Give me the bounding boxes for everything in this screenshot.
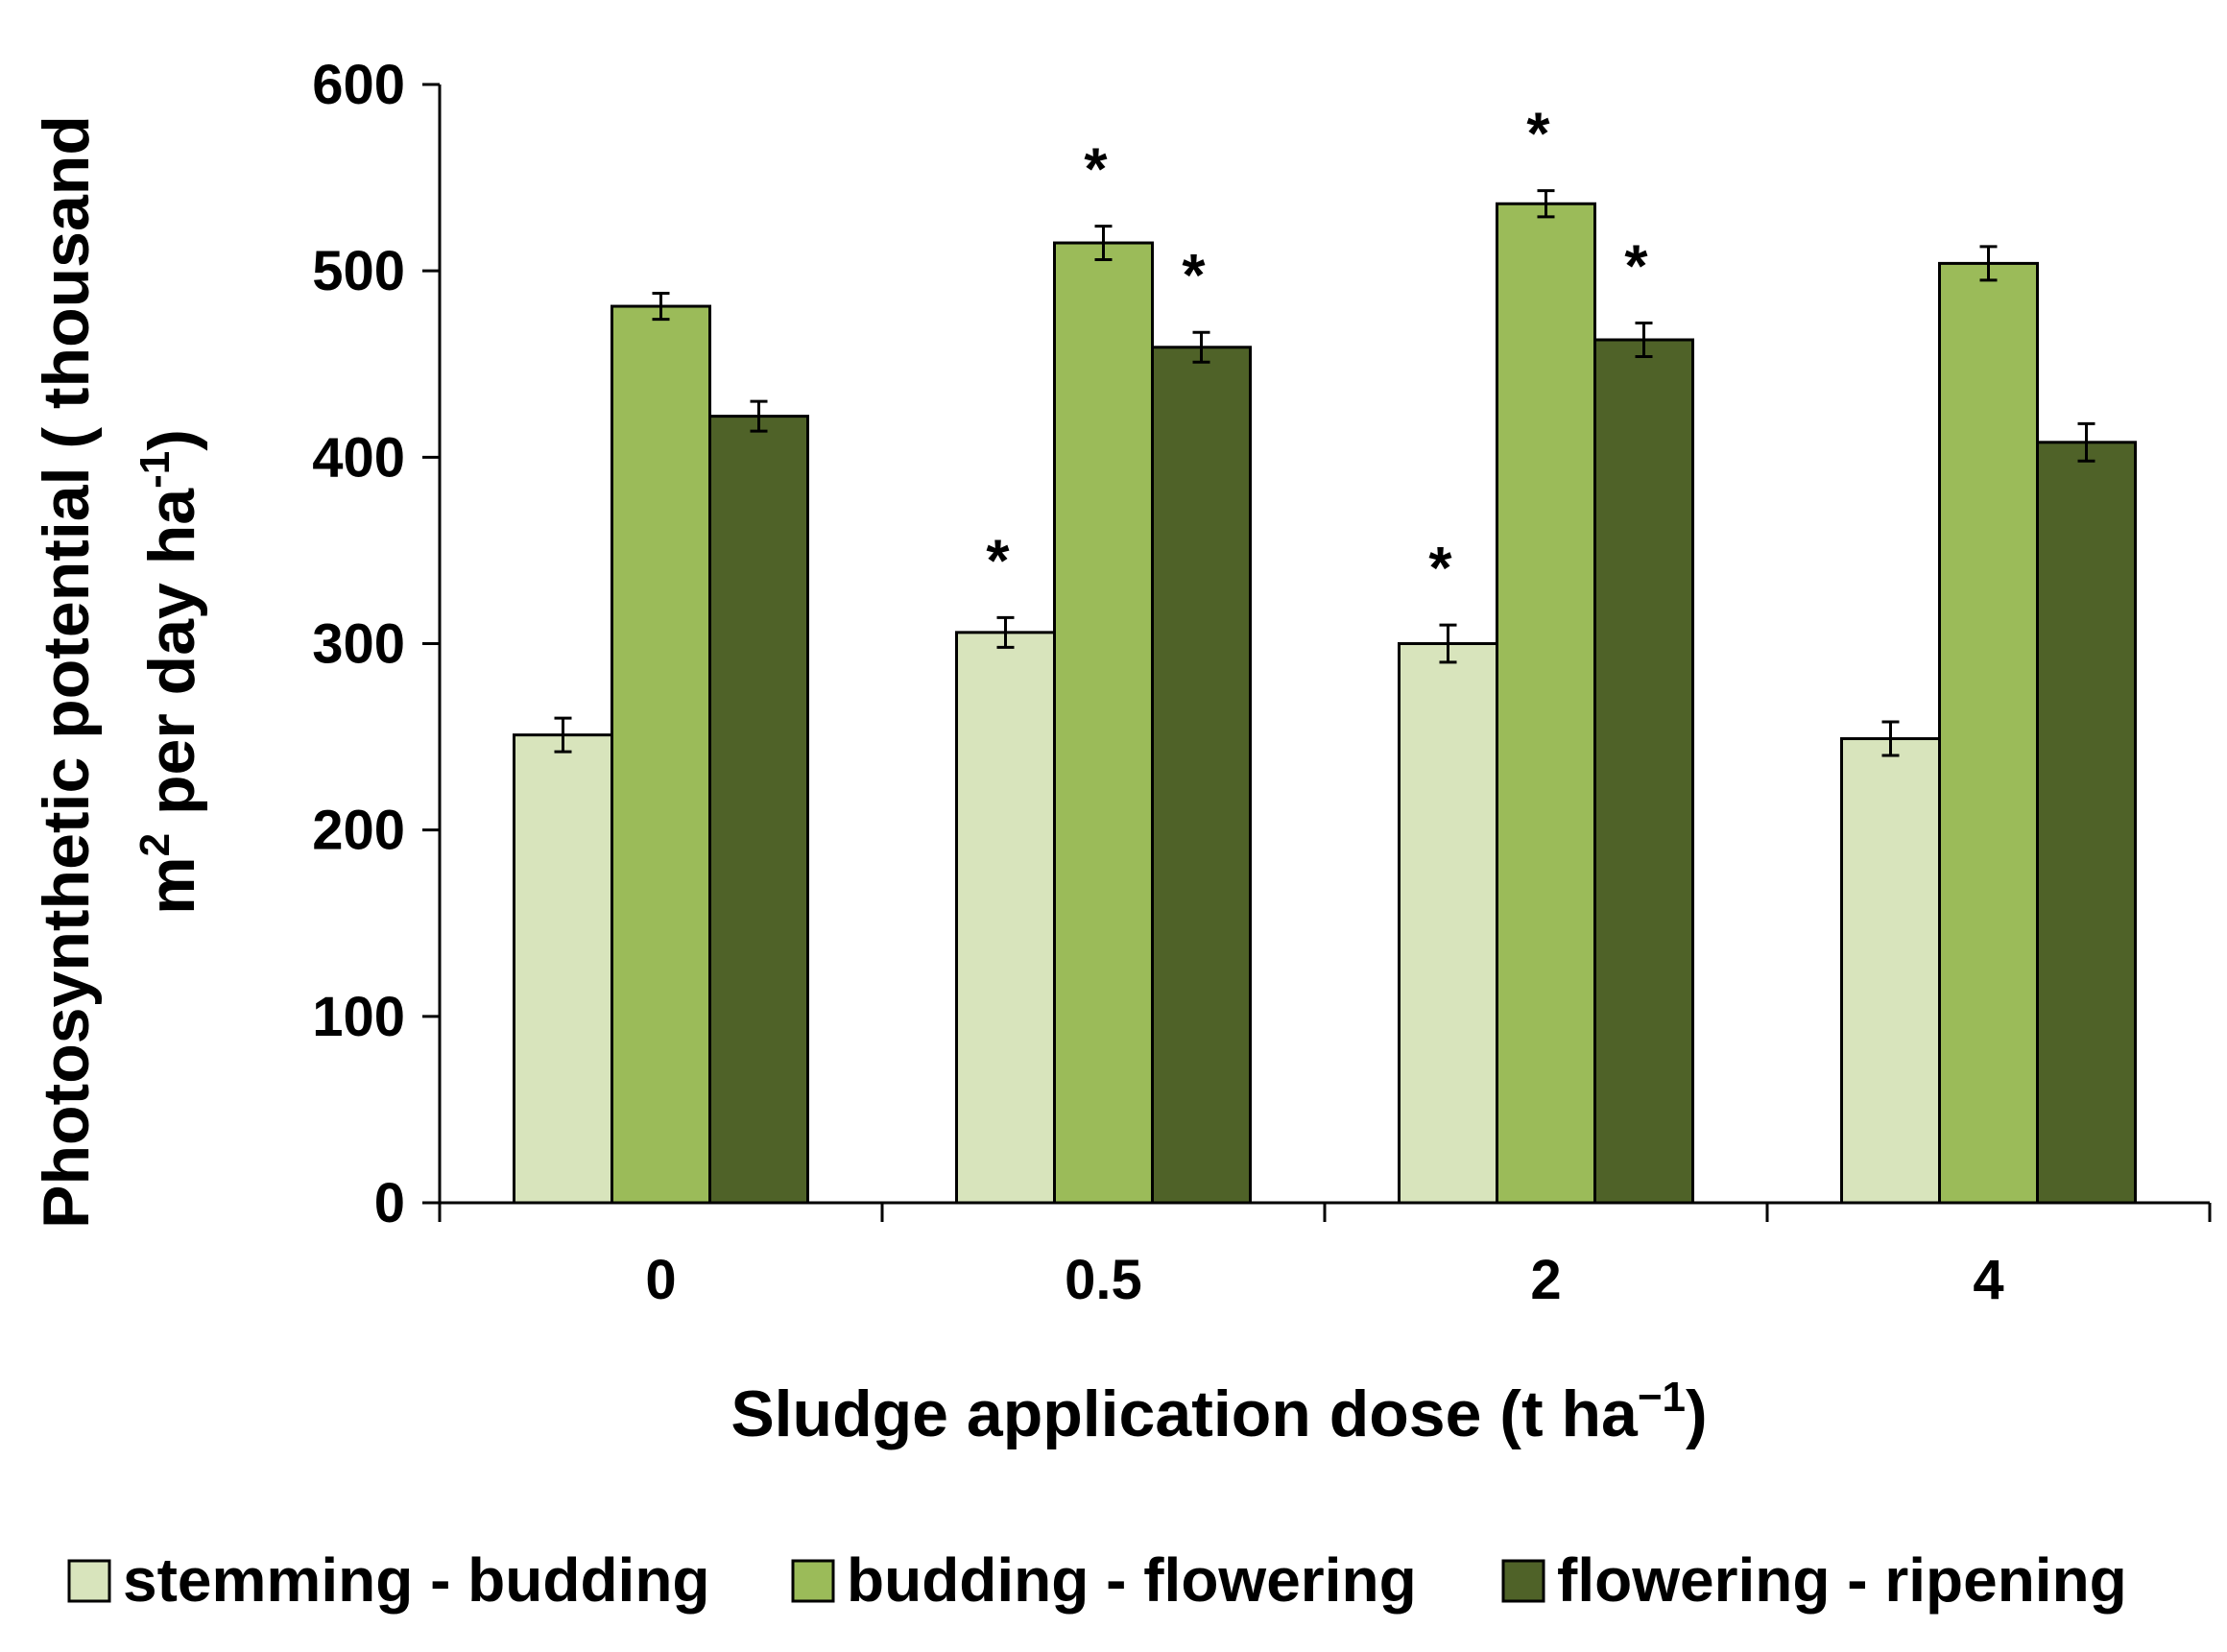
significance-star: * bbox=[1526, 102, 1550, 168]
legend-item-budding-flowering: budding - flowering bbox=[791, 1545, 1417, 1615]
significance-star: * bbox=[986, 528, 1010, 594]
x-axis-title: Sludge application dose (t ha−1) bbox=[730, 1374, 1707, 1450]
legend-label-flowering-ripening: flowering - ripening bbox=[1557, 1545, 2127, 1615]
y-tick-label: 0 bbox=[374, 1172, 405, 1234]
legend-item-flowering-ripening: flowering - ripening bbox=[1501, 1545, 2127, 1615]
bar-budding-flowering-2 bbox=[1496, 202, 1596, 1205]
y-tick-label: 400 bbox=[312, 426, 405, 489]
y-tick-label: 200 bbox=[312, 800, 405, 862]
bar-flowering-ripening-0 bbox=[708, 415, 809, 1205]
error-bars bbox=[554, 189, 2095, 757]
y-tick-label: 500 bbox=[312, 240, 405, 302]
bar-stemming-budding-4 bbox=[1840, 737, 1941, 1205]
x-tick-label: 2 bbox=[1530, 1249, 1561, 1311]
legend-swatch-budding-flowering bbox=[791, 1559, 835, 1603]
x-tick-label: 0.5 bbox=[1065, 1249, 1142, 1311]
legend-label-budding-flowering: budding - flowering bbox=[847, 1545, 1417, 1615]
bar-stemming-budding-0.5 bbox=[955, 631, 1056, 1205]
bar-budding-flowering-4 bbox=[1938, 261, 2039, 1205]
y-tick-label: 300 bbox=[312, 613, 405, 676]
legend-swatch-flowering-ripening bbox=[1501, 1559, 1545, 1603]
significance-star: * bbox=[1084, 137, 1108, 204]
bar-flowering-ripening-0.5 bbox=[1151, 346, 1252, 1205]
legend: stemming - budding budding - flowering f… bbox=[67, 1545, 2127, 1615]
y-axis: 0 100 200 300 400 500 600 bbox=[312, 54, 442, 1234]
bar-flowering-ripening-2 bbox=[1593, 338, 1694, 1205]
x-tick-label: 0 bbox=[645, 1249, 676, 1311]
significance-star: * bbox=[1182, 243, 1206, 309]
legend-label-stemming-budding: stemming - budding bbox=[123, 1545, 710, 1615]
legend-item-stemming-budding: stemming - budding bbox=[67, 1545, 710, 1615]
x-tick-label: 4 bbox=[1973, 1249, 2003, 1311]
y-axis-title-line1: Photosynthetic potential ( thousand bbox=[30, 115, 103, 1229]
bar-budding-flowering-0.5 bbox=[1053, 241, 1154, 1205]
bar-budding-flowering-0 bbox=[611, 304, 711, 1205]
bars bbox=[513, 202, 2137, 1205]
y-axis-title-line2: m2 per day ha-1) bbox=[132, 429, 208, 915]
x-axis: 0 0.5 2 4 bbox=[438, 1201, 2212, 1311]
significance-star: * bbox=[1624, 234, 1648, 300]
bar-stemming-budding-2 bbox=[1398, 642, 1498, 1205]
legend-swatch-stemming-budding bbox=[67, 1559, 111, 1603]
significance-markers: * * * * * * bbox=[986, 102, 1648, 602]
significance-star: * bbox=[1428, 536, 1452, 602]
y-tick-label: 600 bbox=[312, 54, 405, 116]
bar-flowering-ripening-4 bbox=[2036, 441, 2137, 1205]
bar-stemming-budding-0 bbox=[513, 733, 613, 1205]
y-tick-label: 100 bbox=[312, 986, 405, 1048]
